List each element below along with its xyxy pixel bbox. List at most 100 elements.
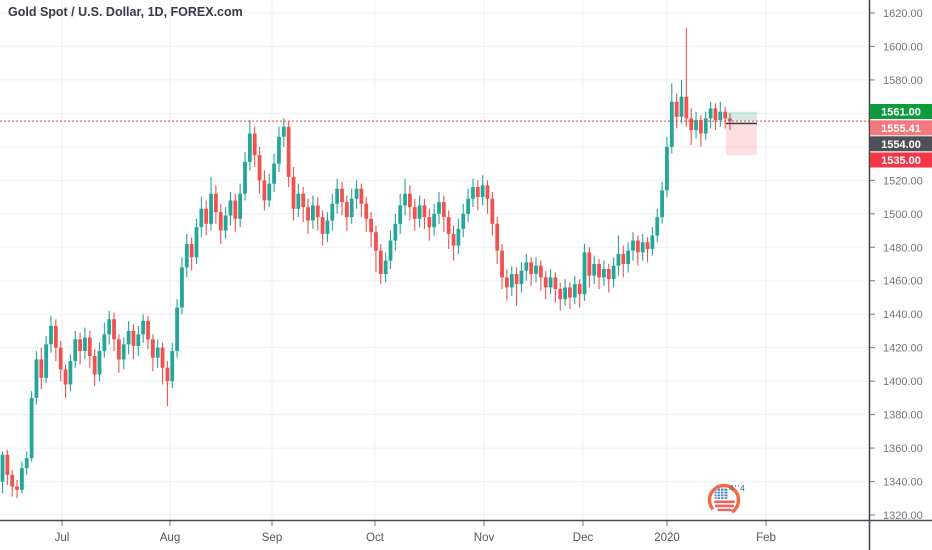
candle bbox=[616, 235, 621, 276]
candle bbox=[267, 173, 272, 208]
price-tick-label: 1340.00 bbox=[883, 477, 923, 489]
price-tick-label: 1360.00 bbox=[883, 443, 923, 455]
candle bbox=[728, 113, 732, 131]
price-tick-label: 1600.00 bbox=[883, 41, 923, 53]
price-tick-label: 1380.00 bbox=[883, 410, 923, 422]
stop-zone[interactable] bbox=[726, 123, 757, 156]
candle bbox=[708, 101, 713, 129]
long-position-tool[interactable] bbox=[726, 111, 757, 156]
candle bbox=[335, 178, 340, 214]
price-tag-last-price: 1555.41 bbox=[870, 120, 932, 136]
candle bbox=[645, 237, 650, 263]
candle bbox=[621, 245, 626, 278]
candle bbox=[437, 192, 441, 224]
candle bbox=[364, 197, 369, 233]
candle bbox=[121, 337, 126, 370]
candle bbox=[44, 335, 49, 383]
candle bbox=[160, 342, 165, 385]
candle bbox=[150, 334, 155, 372]
candle bbox=[97, 342, 102, 382]
price-tick-label: 1420.00 bbox=[883, 343, 923, 355]
candle bbox=[640, 233, 645, 261]
watermark-text: 4''4 bbox=[729, 483, 746, 493]
candle bbox=[475, 180, 480, 211]
candle bbox=[243, 151, 247, 201]
forexcom-logo-watermark: 4''4 bbox=[706, 480, 768, 520]
candle bbox=[146, 315, 150, 350]
candle bbox=[228, 192, 233, 226]
candle bbox=[374, 225, 378, 273]
candle bbox=[485, 180, 490, 214]
candle bbox=[456, 218, 461, 254]
candle bbox=[471, 178, 475, 208]
candle bbox=[572, 275, 577, 305]
candle bbox=[466, 188, 470, 223]
candles-layer[interactable] bbox=[0, 28, 732, 499]
candle bbox=[238, 183, 243, 228]
candle bbox=[87, 330, 92, 368]
candle bbox=[611, 257, 616, 288]
candle bbox=[684, 28, 689, 127]
candle bbox=[403, 178, 407, 216]
candle bbox=[189, 237, 194, 271]
candle bbox=[432, 203, 437, 236]
candle bbox=[92, 349, 97, 387]
price-tick-label: 1320.00 bbox=[883, 510, 923, 522]
time-axis[interactable]: Jul Aug Sep Oct Nov Dec 2020 Feb bbox=[55, 521, 776, 544]
candle bbox=[626, 242, 631, 273]
candle bbox=[199, 197, 204, 238]
price-tag-target[interactable]: 1561.00 bbox=[870, 104, 932, 119]
candle bbox=[311, 195, 315, 229]
candle bbox=[606, 264, 611, 293]
candle bbox=[83, 327, 87, 360]
candle bbox=[548, 269, 553, 295]
candle bbox=[306, 198, 310, 234]
candle bbox=[538, 260, 543, 291]
candle bbox=[568, 282, 572, 310]
candle bbox=[39, 347, 44, 390]
candle bbox=[0, 451, 5, 494]
candle bbox=[524, 253, 529, 281]
candle bbox=[534, 257, 538, 283]
candle bbox=[408, 185, 412, 221]
candle bbox=[543, 270, 548, 300]
candle bbox=[24, 451, 29, 475]
price-tag-stop[interactable]: 1535.00 bbox=[870, 152, 932, 168]
candle bbox=[582, 243, 587, 301]
candle bbox=[102, 322, 107, 358]
candle bbox=[136, 325, 141, 357]
candle bbox=[184, 233, 189, 278]
price-tick-label: 1460.00 bbox=[883, 276, 923, 288]
candle bbox=[330, 193, 335, 231]
candle bbox=[679, 79, 684, 124]
candle bbox=[490, 192, 495, 236]
candle bbox=[344, 195, 349, 231]
candle bbox=[10, 469, 15, 497]
candle bbox=[441, 195, 446, 233]
candle bbox=[631, 232, 635, 261]
candle bbox=[495, 217, 500, 264]
candle bbox=[170, 342, 175, 388]
candle bbox=[165, 361, 170, 407]
candle bbox=[272, 153, 276, 193]
time-tick-label: Feb bbox=[756, 532, 776, 544]
profit-zone[interactable] bbox=[726, 111, 757, 122]
candle bbox=[398, 193, 403, 234]
candle bbox=[665, 136, 669, 198]
candle bbox=[117, 334, 121, 373]
candle bbox=[359, 183, 364, 218]
chart-legend-title[interactable]: Gold Spot / U.S. Dollar, 1D, FOREX.com bbox=[8, 5, 243, 19]
candle bbox=[519, 262, 524, 293]
candle bbox=[209, 176, 213, 231]
candle bbox=[49, 315, 53, 353]
candle bbox=[563, 279, 567, 306]
candle bbox=[131, 324, 136, 360]
candle bbox=[223, 207, 228, 239]
candle bbox=[247, 120, 252, 171]
price-tags: 1561.00 1555.41 1554.00 1535.00 bbox=[870, 104, 932, 168]
candle bbox=[194, 218, 199, 264]
price-tag-entry[interactable]: 1554.00 bbox=[870, 136, 932, 152]
candle bbox=[107, 310, 112, 345]
